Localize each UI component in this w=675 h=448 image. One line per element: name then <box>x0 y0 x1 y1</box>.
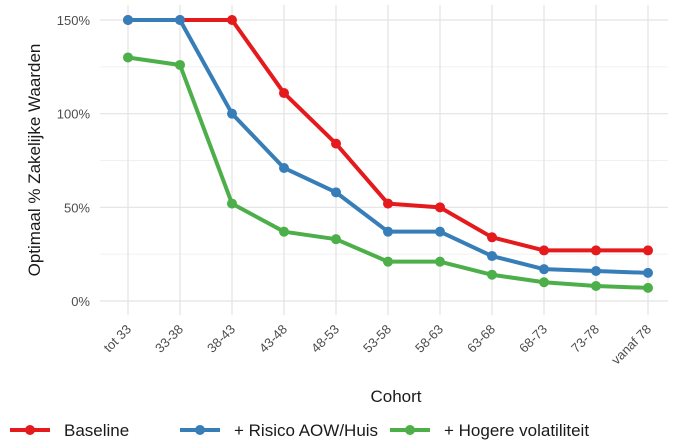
x-tick-label: 73-78 <box>568 322 602 356</box>
data-point <box>383 226 393 237</box>
data-point <box>487 269 497 280</box>
x-axis-title: Cohort <box>370 387 421 406</box>
data-point <box>123 15 133 25</box>
data-point <box>643 282 653 293</box>
data-point <box>175 59 185 70</box>
y-tick-label: 150% <box>57 13 91 28</box>
grid-lines <box>100 5 668 315</box>
legend-label: Baseline <box>64 421 129 440</box>
x-tick-label: 53-58 <box>360 322 394 356</box>
data-point <box>331 138 341 149</box>
data-point <box>591 281 601 292</box>
data-point <box>487 232 497 243</box>
x-tick-label: 63-68 <box>464 322 498 356</box>
data-point <box>435 256 445 267</box>
series-lines <box>123 15 653 293</box>
legend-label: + Risico AOW/Huis <box>234 421 378 440</box>
data-point <box>591 245 601 256</box>
data-point <box>539 245 549 256</box>
data-point <box>435 226 445 237</box>
data-point <box>279 88 289 99</box>
x-tick-label: 48-53 <box>308 322 342 356</box>
data-point <box>383 198 393 209</box>
data-point <box>435 202 445 213</box>
data-point <box>643 267 653 278</box>
data-point <box>227 108 237 119</box>
data-point <box>279 162 289 173</box>
data-point <box>279 226 289 237</box>
x-tick-label: 33-38 <box>152 322 186 356</box>
x-tick-label: vanaf 78 <box>608 322 654 368</box>
data-point <box>591 266 601 277</box>
x-tick-label: 43-48 <box>256 322 290 356</box>
y-tick-label: 100% <box>57 107 91 122</box>
y-tick-labels: 0% 50% 100% 150% <box>57 13 91 309</box>
x-tick-label: 38-43 <box>204 322 238 356</box>
x-tick-label: 58-63 <box>412 322 446 356</box>
data-point <box>539 264 549 275</box>
x-tick-label: tot 33 <box>101 322 135 356</box>
y-axis-title: Optimaal % Zakelijke Waarden <box>25 44 44 277</box>
x-tick-labels: tot 33 33-38 38-43 43-48 48-53 53-58 58-63 63-6… <box>101 322 655 368</box>
data-point <box>487 251 497 262</box>
data-point <box>331 234 341 245</box>
legend-label: + Hogere volatiliteit <box>444 421 589 440</box>
data-point <box>227 15 237 25</box>
data-point <box>123 52 133 63</box>
legend-key-point <box>195 425 205 435</box>
legend: Baseline + Risico AOW/Huis + Hogere volati… <box>10 421 589 440</box>
legend-key-point <box>25 425 35 435</box>
legend-key-point <box>405 425 415 435</box>
data-point <box>227 198 237 209</box>
data-point <box>643 245 653 256</box>
data-point <box>175 15 185 25</box>
x-tick-label: 68-73 <box>516 322 550 356</box>
data-point <box>539 277 549 288</box>
data-point <box>383 256 393 267</box>
y-tick-label: 50% <box>64 200 90 215</box>
data-point <box>331 187 341 198</box>
y-tick-label: 0% <box>71 294 90 309</box>
